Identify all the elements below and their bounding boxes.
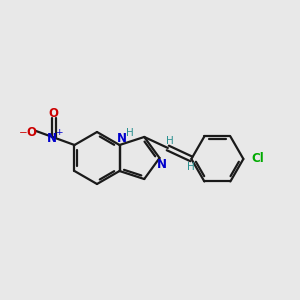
Text: O: O xyxy=(49,107,59,120)
Text: +: + xyxy=(55,128,62,137)
Text: N: N xyxy=(47,132,57,145)
Text: H: H xyxy=(166,136,174,146)
Text: H: H xyxy=(126,128,134,138)
Text: N: N xyxy=(157,158,166,170)
Text: N: N xyxy=(116,133,127,146)
Text: H: H xyxy=(188,162,195,172)
Text: O: O xyxy=(26,126,36,139)
Text: −: − xyxy=(19,128,28,138)
Text: Cl: Cl xyxy=(251,152,264,165)
